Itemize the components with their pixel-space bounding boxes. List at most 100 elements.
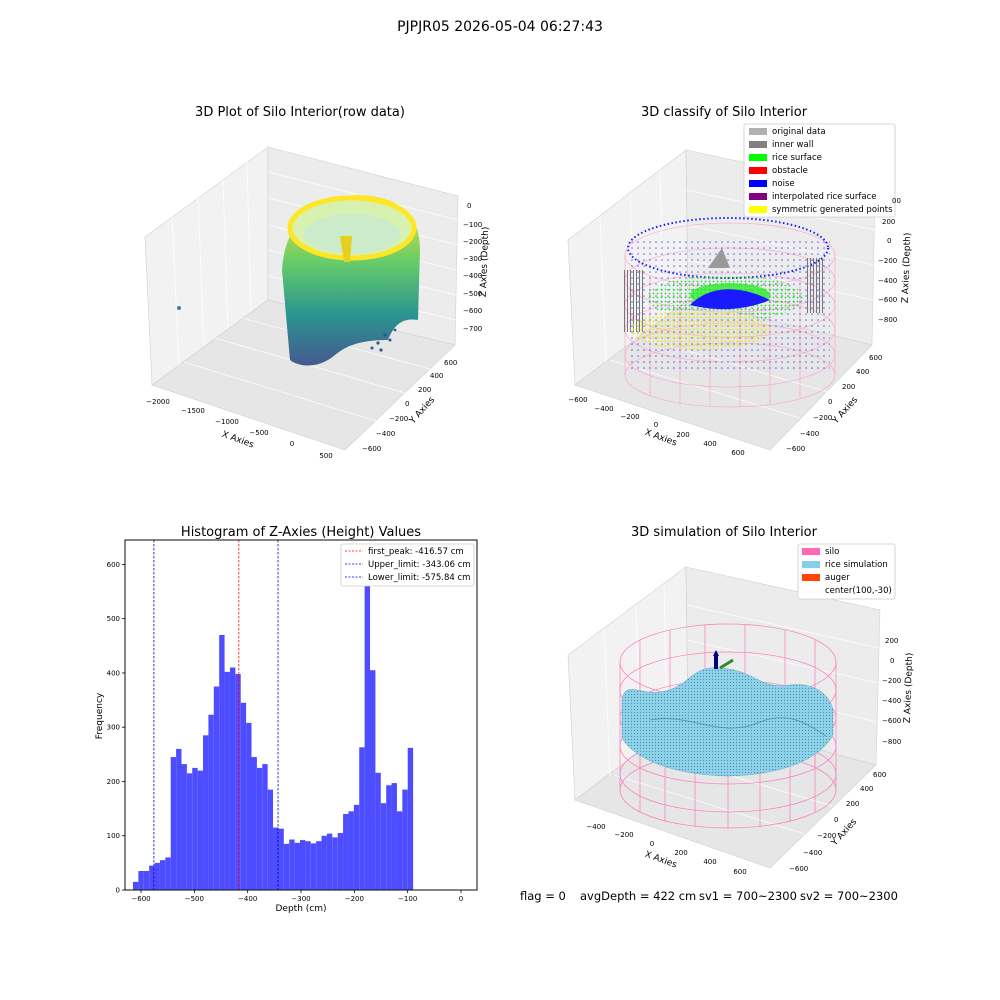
- simulation-zlabel: Z Axies (Depth): [903, 653, 915, 724]
- histogram-xtick-label: −400: [238, 895, 257, 903]
- simulation-ytick-3: 0: [834, 816, 838, 824]
- simulation-z-ticks: 200 0 −200 −400 −600 −800: [882, 637, 901, 746]
- histogram-bar: [149, 865, 155, 890]
- simulation-xtick-0: −400: [586, 823, 605, 831]
- classify-legend-entry: noise: [749, 179, 795, 189]
- histogram-bar: [133, 881, 139, 890]
- histogram-bar: [332, 837, 338, 890]
- raw-xtick-0: −2000: [146, 398, 170, 406]
- histogram-ytick-label: 0: [116, 887, 120, 895]
- raw-ztick-3: −300: [463, 255, 482, 263]
- classify-ztick-4: −600: [878, 296, 897, 304]
- raw-ytick-1: −400: [376, 430, 395, 438]
- classify-legend-entry: original data: [749, 127, 826, 137]
- classify-symmetric-points: [630, 310, 770, 350]
- simulation-ztick-0: 200: [885, 637, 898, 645]
- classify-legend-label-5: interpolated rice surface: [772, 192, 877, 202]
- classify-inner-wall-left: [622, 270, 644, 332]
- classify-ztick-top: 00: [892, 197, 901, 205]
- raw-zlabel: Z Axies (Depth): [479, 227, 491, 298]
- classify-xtick-5: 400: [703, 440, 716, 448]
- classify-zlabel: Z Axies (Depth): [901, 233, 913, 304]
- histogram-x-ticks: −600 −500 −400 −300 −200 −100 0: [131, 890, 463, 903]
- histogram-xtick-label: −300: [291, 895, 310, 903]
- raw-ytick-2: −200: [389, 415, 408, 423]
- histogram-bar: [380, 803, 387, 890]
- histogram-bar: [159, 860, 166, 890]
- histogram-title: Histogram of Z-Axies (Height) Values: [181, 525, 421, 540]
- simulation-auger: [713, 650, 734, 670]
- histogram-bar: [181, 764, 187, 890]
- histogram-bar: [326, 833, 333, 890]
- histogram-vlines: [153, 540, 279, 890]
- raw-y-ticks: −600 −400 −200 0 200 400 600: [362, 359, 457, 453]
- classify-inner-wall-right: [805, 258, 825, 313]
- histogram-bar: [154, 862, 160, 890]
- simulation-legend-label-3: center(100,-30): [825, 586, 892, 596]
- classify-ytick-5: 400: [856, 368, 869, 376]
- histogram-xtick-label: −600: [131, 895, 150, 903]
- panel-simulation-title: 3D simulation of Silo Interior: [631, 525, 818, 540]
- raw-ztick-6: −600: [463, 307, 482, 315]
- histogram-bar: [256, 767, 263, 890]
- classify-ztick-5: −800: [878, 316, 897, 324]
- histogram-bar: [186, 773, 193, 890]
- raw-ytick-0: −600: [362, 445, 381, 453]
- simulation-rice-shading: [649, 717, 827, 737]
- classify-xtick-4: 200: [676, 431, 689, 439]
- classify-xtick-3: 0: [654, 421, 658, 429]
- histogram-bar: [370, 670, 376, 890]
- classify-legend-swatch-0: [749, 128, 767, 135]
- classify-ztick-3: −400: [878, 277, 897, 285]
- simulation-xtick-1: −200: [614, 831, 633, 839]
- histogram-bar: [273, 827, 279, 890]
- panel-histogram: Histogram of Z-Axies (Height) Values −60…: [95, 525, 478, 914]
- histogram-xlabel: Depth (cm): [275, 904, 326, 914]
- histogram-bar: [407, 747, 414, 890]
- histogram-bar: [251, 757, 257, 890]
- raw-ytick-3: 0: [405, 400, 409, 408]
- histogram-bar: [165, 857, 171, 890]
- histogram-legend-label-upper: Upper_limit: -343.06 cm: [368, 560, 471, 570]
- raw-point-cloud-inner: [304, 214, 400, 254]
- classify-legend-swatch-3: [749, 167, 767, 174]
- histogram-legend-box: [340, 543, 475, 587]
- histogram-legend-label-lower: Lower_limit: -575.84 cm: [368, 573, 470, 583]
- classify-legend-entry: rice surface: [749, 153, 822, 163]
- histogram-bar: [143, 871, 150, 890]
- histogram-ytick-label: 500: [107, 615, 120, 623]
- raw-ytick-6: 600: [444, 359, 457, 367]
- raw-inner-post: [340, 236, 352, 262]
- simulation-legend-label-0: silo: [825, 547, 839, 557]
- histogram-xtick-label: −200: [345, 895, 364, 903]
- footer-avg-depth: avgDepth = 422 cm: [580, 889, 696, 903]
- raw-xtick-3: −500: [249, 429, 268, 437]
- classify-legend-label-0: original data: [772, 127, 826, 137]
- simulation-ytick-1: −400: [803, 849, 822, 857]
- raw-z-ticks: 0 −100 −200 −300 −400 −500 −600 −700: [463, 202, 482, 333]
- classify-ytick-1: −400: [800, 430, 819, 438]
- classify-xtick-1: −400: [594, 405, 613, 413]
- simulation-legend-swatch-2: [802, 574, 820, 581]
- histogram-bar: [294, 842, 300, 890]
- simulation-ytick-6: 600: [873, 771, 886, 779]
- classify-x-ticks: −600 −400 −200 0 200 400 600: [568, 396, 744, 457]
- classify-legend-entry: interpolated rice surface: [749, 192, 877, 202]
- histogram-bar: [316, 841, 322, 890]
- histogram-bar: [224, 671, 230, 890]
- raw-ytick-5: 400: [430, 372, 443, 380]
- raw-outlier-point: [177, 306, 181, 310]
- histogram-bar: [262, 764, 268, 890]
- histogram-ytick-label: 300: [107, 724, 120, 732]
- figure-suptitle: PJPJR05 2026-05-04 06:27:43: [397, 19, 603, 35]
- simulation-xtick-5: 600: [733, 868, 746, 876]
- classify-ytick-3: 0: [828, 398, 832, 406]
- histogram-bar: [391, 783, 397, 890]
- classify-ztick-0: 200: [882, 218, 895, 226]
- simulation-legend-swatch-0: [802, 548, 820, 555]
- simulation-xtick-4: 400: [703, 858, 716, 866]
- classify-gray-peak: [708, 248, 730, 268]
- raw-ylabel: Y Axies: [407, 395, 437, 427]
- histogram-bar: [353, 804, 360, 890]
